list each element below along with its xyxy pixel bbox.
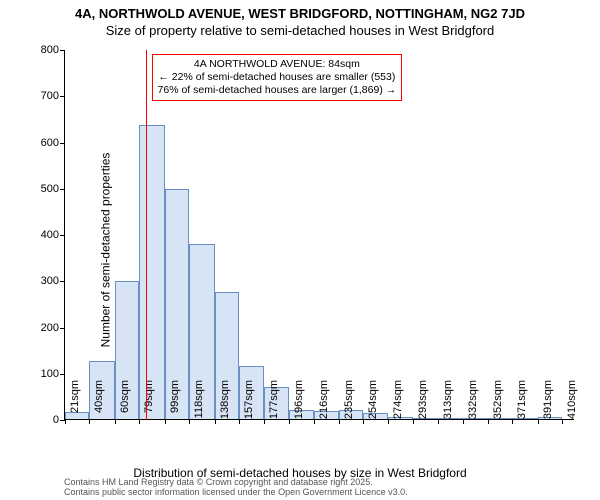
x-tick: [512, 419, 513, 424]
y-tick: [60, 235, 65, 236]
x-tick-label: 410sqm: [566, 380, 578, 425]
x-tick: [463, 419, 464, 424]
y-tick: [60, 96, 65, 97]
x-tick: [115, 419, 116, 424]
x-tick: [65, 419, 66, 424]
x-tick-label: 99sqm: [169, 380, 181, 425]
y-tick: [60, 50, 65, 51]
y-tick-label: 600: [19, 137, 59, 149]
x-tick-label: 40sqm: [93, 380, 105, 425]
y-tick: [60, 143, 65, 144]
x-tick-label: 313sqm: [442, 380, 454, 425]
y-tick-label: 500: [19, 183, 59, 195]
credits: Contains HM Land Registry data © Crown c…: [64, 478, 408, 498]
x-tick: [363, 419, 364, 424]
y-tick: [60, 328, 65, 329]
x-tick: [413, 419, 414, 424]
x-tick-label: 254sqm: [367, 380, 379, 425]
x-tick: [239, 419, 240, 424]
x-tick-label: 216sqm: [318, 380, 330, 425]
y-tick: [60, 374, 65, 375]
x-tick: [139, 419, 140, 424]
annotation-line-1: 4A NORTHWOLD AVENUE: 84sqm: [158, 58, 397, 71]
credit-line-2: Contains public sector information licen…: [64, 488, 408, 498]
x-tick: [562, 419, 563, 424]
x-tick: [388, 419, 389, 424]
x-tick: [89, 419, 90, 424]
x-tick-label: 118sqm: [193, 380, 205, 425]
y-tick-label: 400: [19, 229, 59, 241]
chart-title-main: 4A, NORTHWOLD AVENUE, WEST BRIDGFORD, NO…: [0, 0, 600, 21]
chart-title-sub: Size of property relative to semi-detach…: [0, 21, 600, 38]
y-tick-label: 0: [19, 414, 59, 426]
y-tick-label: 100: [19, 368, 59, 380]
y-tick-label: 800: [19, 44, 59, 56]
x-tick: [488, 419, 489, 424]
x-tick: [339, 419, 340, 424]
plot-area: 010020030040050060070080021sqm40sqm60sqm…: [64, 50, 574, 420]
x-tick: [215, 419, 216, 424]
x-tick-label: 60sqm: [119, 380, 131, 425]
y-tick-label: 200: [19, 322, 59, 334]
x-tick: [438, 419, 439, 424]
histogram-bar: [139, 125, 165, 419]
x-tick: [189, 419, 190, 424]
y-tick: [60, 189, 65, 190]
x-tick: [314, 419, 315, 424]
x-tick-label: 138sqm: [219, 380, 231, 425]
x-tick-label: 332sqm: [467, 380, 479, 425]
property-marker-line: [146, 50, 147, 420]
x-tick-label: 352sqm: [492, 380, 504, 425]
chart-box: 010020030040050060070080021sqm40sqm60sqm…: [64, 50, 574, 420]
x-tick: [538, 419, 539, 424]
y-tick-label: 700: [19, 90, 59, 102]
y-tick-label: 300: [19, 275, 59, 287]
x-tick-label: 21sqm: [69, 380, 81, 425]
y-tick: [60, 281, 65, 282]
chart-container: 4A, NORTHWOLD AVENUE, WEST BRIDGFORD, NO…: [0, 0, 600, 500]
x-tick: [264, 419, 265, 424]
x-tick-label: 274sqm: [392, 380, 404, 425]
x-tick-label: 391sqm: [542, 380, 554, 425]
x-tick-label: 371sqm: [516, 380, 528, 425]
annotation-box: 4A NORTHWOLD AVENUE: 84sqm← 22% of semi-…: [152, 54, 403, 101]
x-tick-label: 235sqm: [343, 380, 355, 425]
x-tick-label: 177sqm: [268, 380, 280, 425]
x-tick-label: 157sqm: [243, 380, 255, 425]
x-tick-label: 196sqm: [293, 380, 305, 425]
x-tick: [165, 419, 166, 424]
x-tick-label: 293sqm: [417, 380, 429, 425]
x-tick: [289, 419, 290, 424]
annotation-line-2: ← 22% of semi-detached houses are smalle…: [158, 71, 397, 84]
annotation-line-3: 76% of semi-detached houses are larger (…: [158, 84, 397, 97]
